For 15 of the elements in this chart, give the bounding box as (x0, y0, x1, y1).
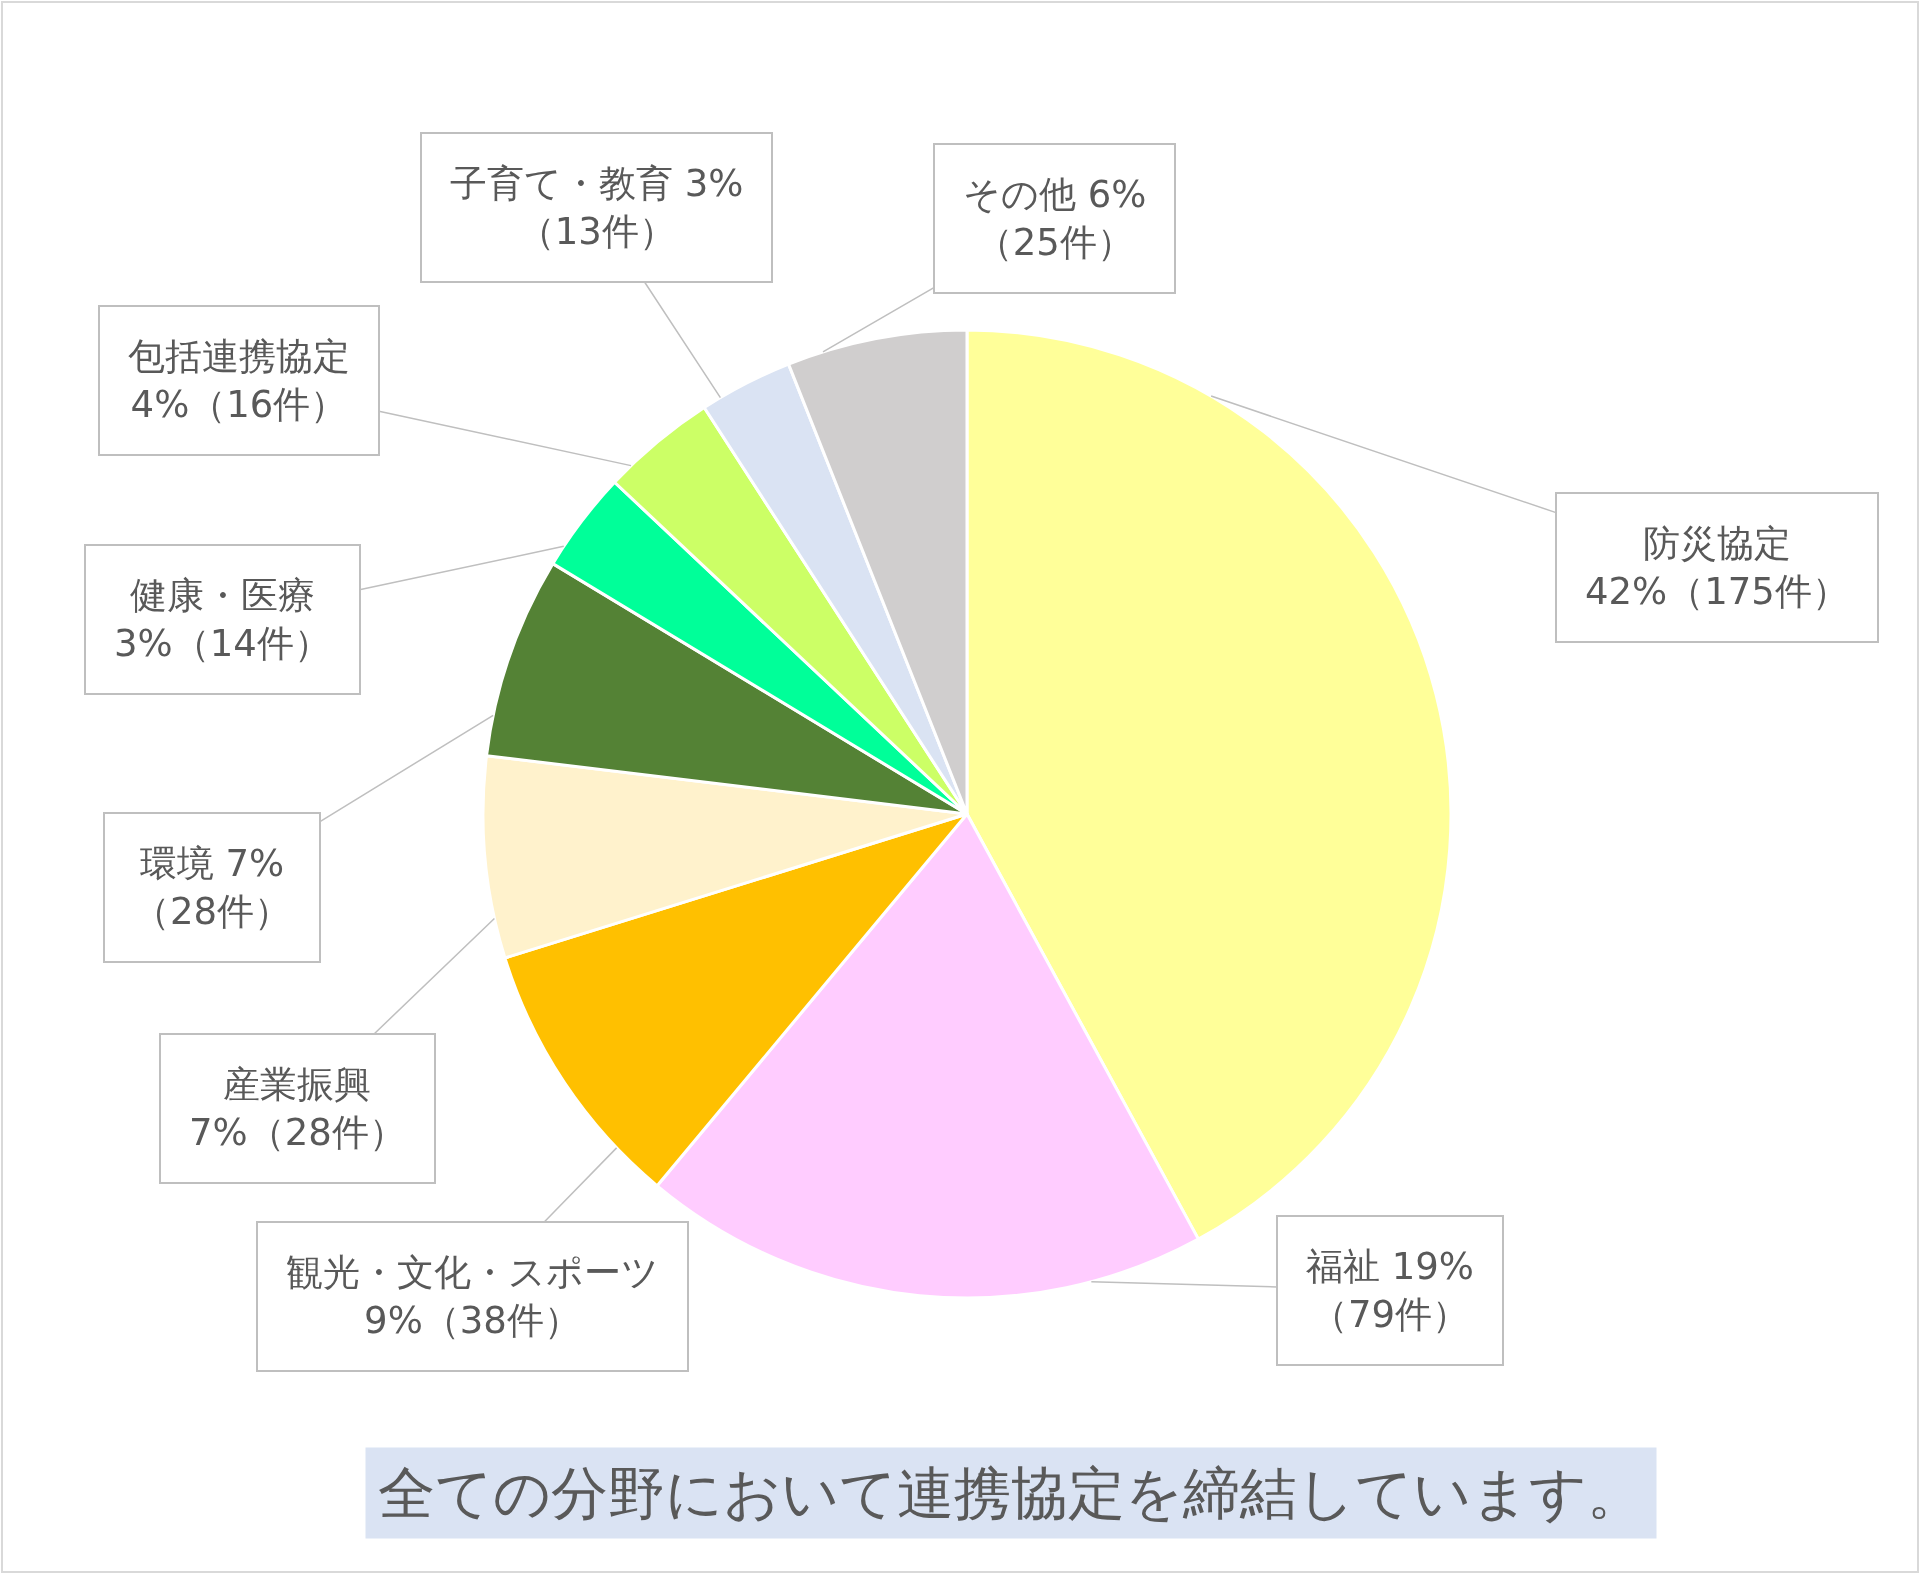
slice-label: 包括連携協定 (128, 335, 350, 378)
data-label: 42%（175件） (1585, 570, 1849, 614)
slice-label: 健康・医療 (129, 574, 315, 617)
slice-label: 防災協定 (1642, 522, 1791, 565)
slice-label: 観光・文化・スポーツ (286, 1251, 659, 1294)
slice-label: その他 6% （25件） (963, 173, 1147, 265)
slice-label: 産業振興 (223, 1063, 372, 1106)
slice-label: 子育て・教育 3% （13件） (450, 162, 744, 254)
data-label: 7%（28件） (189, 1111, 406, 1155)
data-label: 9%（38件） (364, 1299, 581, 1343)
slice-label: 環境 7% （28件） (133, 842, 292, 934)
text: 全ての分野において連携協定を締結しています。 (378, 1460, 1644, 1526)
slice-label: 福祉 19% （79件） (1306, 1245, 1474, 1337)
data-label: 4%（16件） (130, 383, 348, 427)
data-label: 3%（14件） (114, 622, 331, 666)
